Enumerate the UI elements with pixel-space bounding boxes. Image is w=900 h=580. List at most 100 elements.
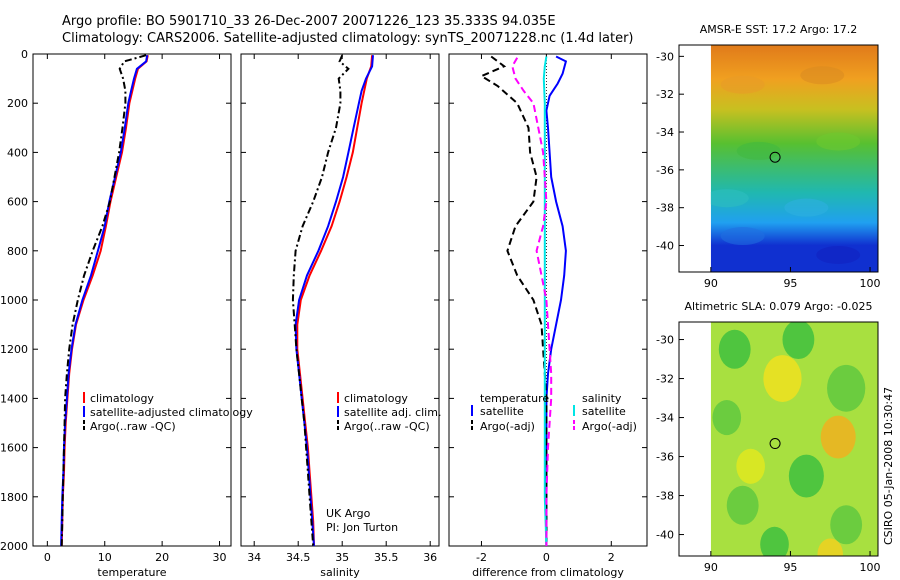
x-tick-label-difference: 2 bbox=[608, 551, 615, 564]
map-y-tick-label: -38 bbox=[656, 202, 674, 215]
panel-salinity: 34 34.5 35 35.5 36 salinity climatologysatelli… bbox=[240, 53, 441, 579]
x-tick-label-difference: 0 bbox=[543, 551, 550, 564]
series-line-temperature-1 bbox=[60, 55, 149, 547]
x-tick-label-temperature: 20 bbox=[155, 551, 169, 564]
map-patch-9 bbox=[820, 415, 856, 459]
credit-pi: PI: Jon Turton bbox=[326, 521, 398, 534]
x-axis-label-temperature: temperature bbox=[97, 566, 166, 579]
map-patch-3 bbox=[712, 400, 742, 436]
x-tick-label-salinity: 36 bbox=[423, 551, 437, 564]
y-tick-label: 2000 bbox=[0, 540, 28, 553]
map-data-sst_map bbox=[710, 45, 878, 272]
map-y-tick-label: -40 bbox=[656, 240, 674, 253]
y-tick-label: 600 bbox=[7, 196, 28, 209]
series-line-difference-2 bbox=[542, 56, 548, 547]
y-tick-label: 200 bbox=[7, 97, 28, 110]
map-y-tick-label: -32 bbox=[656, 88, 674, 101]
panel-temperature: 0 10 20 30 temperature 0 200 400 600 800 1000 1200 1… bbox=[0, 48, 253, 579]
map-y-tick-label: -30 bbox=[656, 50, 674, 63]
x-axis-label-salinity: salinity bbox=[320, 566, 360, 579]
map-x-tick-label: 90 bbox=[704, 277, 718, 290]
series-line-salinity-1 bbox=[294, 55, 374, 547]
credit-side-stamp: CSIRO 05-Jan-2008 10:30:47 bbox=[882, 387, 895, 545]
series-line-difference-3 bbox=[511, 57, 553, 546]
panel-sla_map: Altimetric SLA: 0.079 Argo: -0.025 90 95 10… bbox=[656, 300, 881, 574]
legend-label-temperature-1: satellite-adjusted climatology bbox=[90, 406, 253, 419]
x-tick-label-difference: -2 bbox=[476, 551, 487, 564]
map-y-tick-label: -40 bbox=[656, 529, 674, 542]
map-texture-0 bbox=[720, 75, 765, 94]
map-patch-5 bbox=[726, 485, 759, 525]
map-patch-8 bbox=[763, 355, 802, 402]
map-patch-2 bbox=[827, 364, 866, 412]
x-tick-label-salinity: 35.5 bbox=[374, 551, 399, 564]
y-tick-label: 0 bbox=[21, 48, 28, 61]
series-line-temperature-2 bbox=[60, 54, 147, 547]
map-texture-7 bbox=[816, 245, 861, 264]
legend-label-difference-1: Argo(-adj) bbox=[480, 420, 535, 433]
panel-frame-salinity bbox=[240, 53, 440, 547]
profile-location-marker-sla_map bbox=[769, 438, 781, 450]
map-title-sst_map: AMSR-E SST: 17.2 Argo: 17.2 bbox=[700, 23, 858, 36]
map-y-tick-label: -30 bbox=[656, 334, 674, 347]
map-texture-1 bbox=[800, 66, 845, 85]
map-y-tick-label: -32 bbox=[656, 373, 674, 386]
map-x-tick-label: 95 bbox=[783, 561, 797, 574]
map-texture-5 bbox=[784, 198, 829, 217]
map-patch-10 bbox=[736, 448, 765, 484]
series-line-temperature-0 bbox=[60, 55, 149, 547]
series-line-difference-1 bbox=[479, 55, 548, 546]
map-x-tick-label: 100 bbox=[860, 561, 881, 574]
map-y-tick-label: -34 bbox=[656, 412, 674, 425]
map-x-tick-label: 95 bbox=[783, 277, 797, 290]
x-axis-label-difference: difference from climatology bbox=[472, 566, 624, 579]
y-tick-label: 1200 bbox=[0, 343, 28, 356]
map-patch-1 bbox=[782, 322, 815, 360]
y-tick-label: 1600 bbox=[0, 442, 28, 455]
x-tick-label-temperature: 30 bbox=[213, 551, 227, 564]
x-tick-label-salinity: 34 bbox=[247, 551, 261, 564]
panel-sst_map: AMSR-E SST: 17.2 Argo: 17.2 90 95 100 -30 -32… bbox=[656, 23, 881, 290]
series-line-difference-0 bbox=[545, 55, 568, 546]
map-frame-sst_map bbox=[678, 44, 879, 273]
legend-label-difference-3: Argo(-adj) bbox=[582, 420, 637, 433]
map-y-tick-label: -38 bbox=[656, 490, 674, 503]
map-x-tick-label: 100 bbox=[860, 277, 881, 290]
map-x-tick-label: 90 bbox=[704, 561, 718, 574]
map-patch-11 bbox=[817, 538, 843, 556]
y-tick-label: 800 bbox=[7, 245, 28, 258]
y-tick-label: 1000 bbox=[0, 294, 28, 307]
x-tick-label-temperature: 10 bbox=[98, 551, 112, 564]
legend-label-difference-2: satellite bbox=[582, 405, 626, 418]
map-data-sla_map bbox=[710, 322, 878, 556]
legend-title-salinity: salinity bbox=[582, 392, 622, 405]
legend-title-temperature: temperature bbox=[480, 392, 549, 405]
x-tick-label-salinity: 35 bbox=[335, 551, 349, 564]
legend-label-temperature-0: climatology bbox=[90, 392, 154, 405]
map-frame-sla_map bbox=[678, 321, 879, 557]
legend-label-salinity-1: satellite adj. clim. bbox=[344, 406, 441, 419]
map-texture-6 bbox=[720, 227, 765, 246]
x-tick-label-temperature: 0 bbox=[44, 551, 51, 564]
map-texture-2 bbox=[736, 141, 781, 160]
legend-label-salinity-2: Argo(..raw -QC) bbox=[344, 420, 430, 433]
map-patch-6 bbox=[760, 526, 789, 556]
map-texture-3 bbox=[816, 132, 861, 151]
figure-title-line1: Argo profile: BO 5901710_33 26-Dec-2007 … bbox=[62, 14, 556, 29]
y-tick-label: 1800 bbox=[0, 491, 28, 504]
map-patch-4 bbox=[788, 454, 824, 498]
y-tick-label: 400 bbox=[7, 146, 28, 159]
profile-location-marker-sst_map bbox=[769, 151, 781, 163]
legend-label-temperature-2: Argo(..raw -QC) bbox=[90, 420, 176, 433]
x-tick-label-salinity: 34.5 bbox=[286, 551, 311, 564]
map-y-tick-label: -36 bbox=[656, 451, 674, 464]
map-patch-0 bbox=[718, 329, 751, 369]
figure-title-line2: Climatology: CARS2006. Satellite-adjuste… bbox=[62, 31, 634, 46]
map-y-tick-label: -36 bbox=[656, 164, 674, 177]
map-patch-7 bbox=[830, 505, 863, 545]
legend-label-salinity-0: climatology bbox=[344, 392, 408, 405]
map-texture-4 bbox=[710, 189, 749, 208]
y-tick-label: 1400 bbox=[0, 392, 28, 405]
map-y-tick-label: -34 bbox=[656, 126, 674, 139]
